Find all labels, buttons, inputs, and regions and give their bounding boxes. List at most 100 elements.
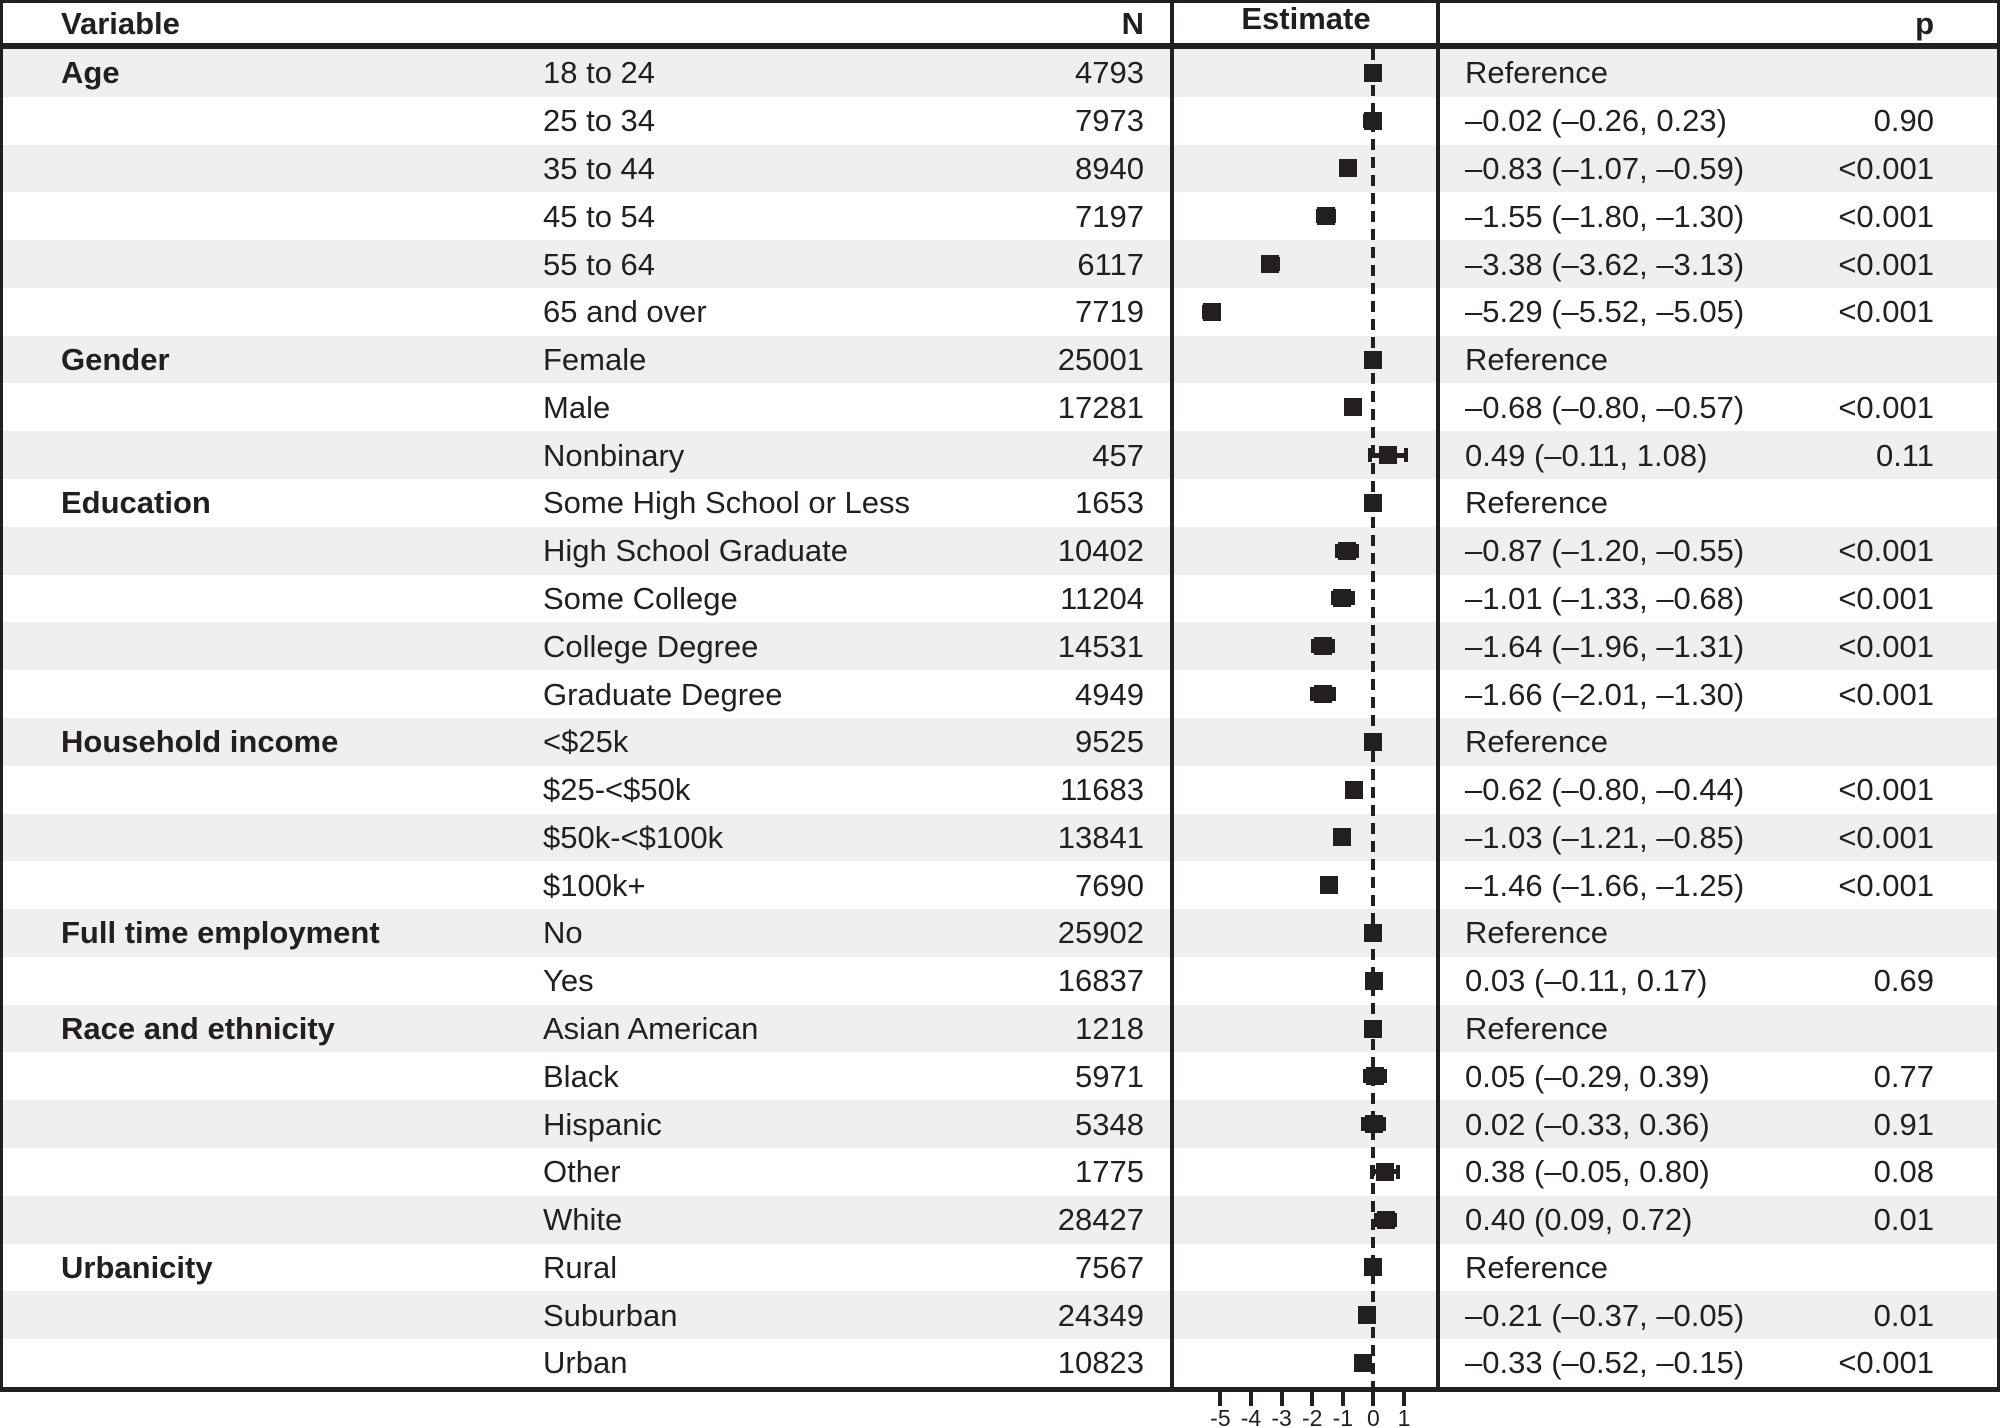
category-label: Female — [543, 342, 647, 378]
estimate-plot-cell — [1172, 1244, 1440, 1292]
ci-cap-low — [1309, 687, 1314, 702]
estimate-plot-cell — [1172, 909, 1440, 957]
estimate-text: Reference — [1465, 1249, 1609, 1285]
estimate-text: –0.83 (–1.07, –0.59) — [1465, 150, 1745, 186]
n-value: 13841 — [1057, 819, 1144, 855]
n-value: 4793 — [1075, 55, 1144, 91]
n-value: 7197 — [1075, 198, 1144, 234]
point-estimate-marker — [1364, 63, 1383, 82]
estimate-plot-cell — [1172, 240, 1440, 288]
estimate-text: Reference — [1465, 724, 1609, 760]
ci-cap-low — [1311, 639, 1316, 654]
estimate-plot-cell — [1172, 1148, 1440, 1196]
category-label: Graduate Degree — [543, 676, 783, 712]
ci-cap-high — [1395, 1164, 1400, 1179]
p-value: <0.001 — [1838, 533, 1934, 569]
estimate-text: Reference — [1465, 485, 1609, 521]
n-value: 7973 — [1075, 103, 1144, 139]
group-label: Full time employment — [61, 915, 380, 951]
group-label: Household income — [61, 724, 339, 760]
forest-plot-table: Variable N Estimate p Age 18 to 24 4793 … — [0, 0, 2000, 1392]
ci-cap-low — [1362, 1069, 1367, 1084]
category-label: 18 to 24 — [543, 55, 656, 91]
n-value: 9525 — [1075, 724, 1144, 760]
header-n: N — [1121, 5, 1144, 41]
point-estimate-marker — [1354, 1353, 1373, 1372]
table-row: 25 to 34 7973 –0.02 (–0.26, 0.23) 0.90 — [3, 97, 1997, 145]
category-label: Male — [543, 389, 611, 425]
axis-tick-label: -1 — [1332, 1405, 1354, 1428]
axis-tick-label: 1 — [1397, 1405, 1411, 1428]
category-label: Suburban — [543, 1297, 678, 1333]
estimate-plot-cell — [1172, 718, 1440, 766]
ci-cap-high — [1383, 1069, 1388, 1084]
table-row: 45 to 54 7197 –1.55 (–1.80, –1.30) <0.00… — [3, 192, 1997, 240]
n-value: 7690 — [1075, 867, 1144, 903]
table-row: College Degree 14531 –1.64 (–1.96, –1.31… — [3, 622, 1997, 671]
table-row: Urbanicity Rural 7567 Reference — [3, 1244, 1997, 1292]
estimate-text: –0.21 (–0.37, –0.05) — [1465, 1297, 1745, 1333]
category-label: Urban — [543, 1345, 628, 1381]
table-row: Race and ethnicity Asian American 1218 R… — [3, 1004, 1997, 1053]
table-row: Urban 10823 –0.33 (–0.52, –0.15) <0.001 — [3, 1339, 1997, 1387]
ci-cap-high — [1354, 543, 1359, 558]
category-label: Other — [543, 1154, 621, 1190]
point-estimate-marker — [1343, 398, 1362, 417]
category-label: $100k+ — [543, 867, 646, 903]
p-value: 0.08 — [1873, 1154, 1934, 1190]
estimate-text: –0.87 (–1.20, –0.55) — [1465, 533, 1745, 569]
estimate-text: Reference — [1465, 342, 1609, 378]
category-label: Black — [543, 1058, 619, 1094]
axis-tick — [1310, 1392, 1315, 1406]
p-value: <0.001 — [1838, 198, 1934, 234]
estimate-plot-cell — [1172, 383, 1440, 431]
estimate-plot-cell — [1172, 97, 1440, 145]
table-row: Male 17281 –0.68 (–0.80, –0.57) <0.001 — [3, 383, 1997, 431]
n-value: 1653 — [1075, 485, 1144, 521]
point-estimate-marker — [1364, 493, 1383, 512]
point-estimate-marker — [1333, 589, 1352, 608]
n-value: 6117 — [1077, 246, 1144, 282]
category-label: <$25k — [543, 724, 629, 760]
category-label: High School Graduate — [543, 533, 849, 569]
point-estimate-marker — [1314, 637, 1333, 656]
n-value: 11683 — [1060, 772, 1144, 808]
ci-cap-low — [1334, 543, 1339, 558]
point-estimate-marker — [1364, 1019, 1383, 1038]
estimate-plot-cell — [1172, 192, 1440, 240]
n-value: 5971 — [1075, 1058, 1144, 1094]
category-label: Nonbinary — [543, 437, 685, 473]
point-estimate-marker — [1364, 1258, 1383, 1277]
ci-cap-high — [1382, 1117, 1387, 1132]
header-variable: Variable — [61, 5, 180, 41]
estimate-text: –1.64 (–1.96, –1.31) — [1465, 628, 1745, 664]
estimate-text: –1.03 (–1.21, –0.85) — [1465, 819, 1745, 855]
column-divider-right — [1436, 0, 1440, 1387]
point-estimate-marker — [1337, 541, 1356, 560]
estimate-plot-cell — [1172, 1291, 1440, 1339]
table-row: 55 to 64 6117 –3.38 (–3.62, –3.13) <0.00… — [3, 240, 1997, 288]
point-estimate-marker — [1365, 1115, 1383, 1134]
category-label: 45 to 54 — [543, 198, 656, 234]
estimate-text: Reference — [1465, 1011, 1609, 1047]
estimate-plot-cell — [1172, 957, 1440, 1005]
point-estimate-marker — [1364, 732, 1383, 751]
ci-cap-low — [1361, 1117, 1366, 1132]
p-value: 0.77 — [1873, 1058, 1934, 1094]
table-row: Some College 11204 –1.01 (–1.33, –0.68) … — [3, 575, 1997, 623]
estimate-plot-cell — [1172, 575, 1440, 623]
n-value: 1218 — [1075, 1011, 1144, 1047]
estimate-plot-cell — [1172, 49, 1440, 97]
ci-cap-low — [1368, 448, 1373, 463]
point-estimate-marker — [1260, 255, 1279, 274]
axis-tick — [1218, 1392, 1223, 1406]
table-row: 35 to 44 8940 –0.83 (–1.07, –0.59) <0.00… — [3, 144, 1997, 193]
n-value: 11204 — [1060, 580, 1144, 616]
group-label: Race and ethnicity — [61, 1011, 335, 1047]
category-label: 65 and over — [543, 294, 707, 330]
ci-cap-high — [1404, 448, 1409, 463]
table-row: Suburban 24349 –0.21 (–0.37, –0.05) 0.01 — [3, 1291, 1997, 1340]
table-row: Nonbinary 457 0.49 (–0.11, 1.08) 0.11 — [3, 431, 1997, 480]
n-value: 24349 — [1057, 1297, 1144, 1333]
estimate-text: Reference — [1465, 55, 1609, 91]
